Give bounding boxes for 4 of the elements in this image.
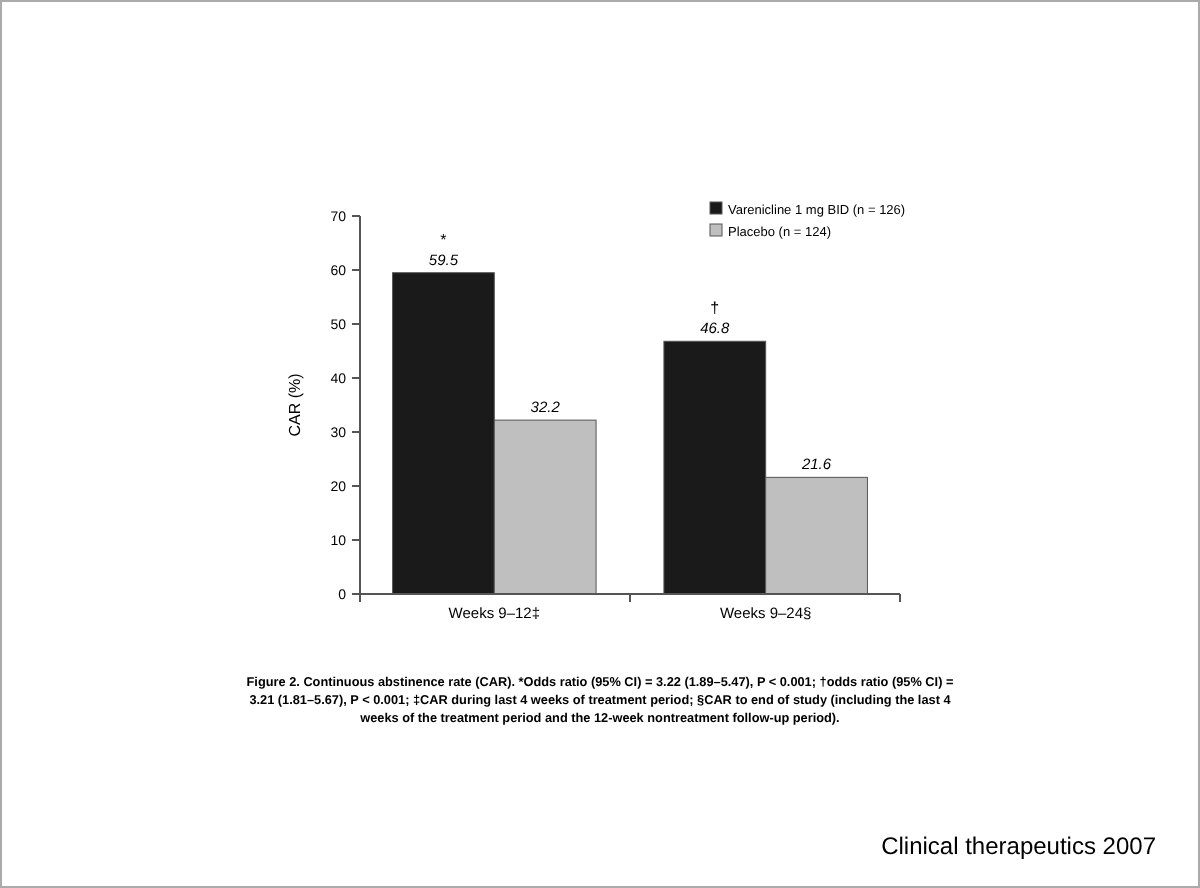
text: Clinical therapeutics 2007 [881, 832, 1157, 860]
annotation: † [710, 299, 720, 318]
annotation: * [440, 230, 447, 249]
y-axis-title: CAR (%) [286, 372, 304, 437]
